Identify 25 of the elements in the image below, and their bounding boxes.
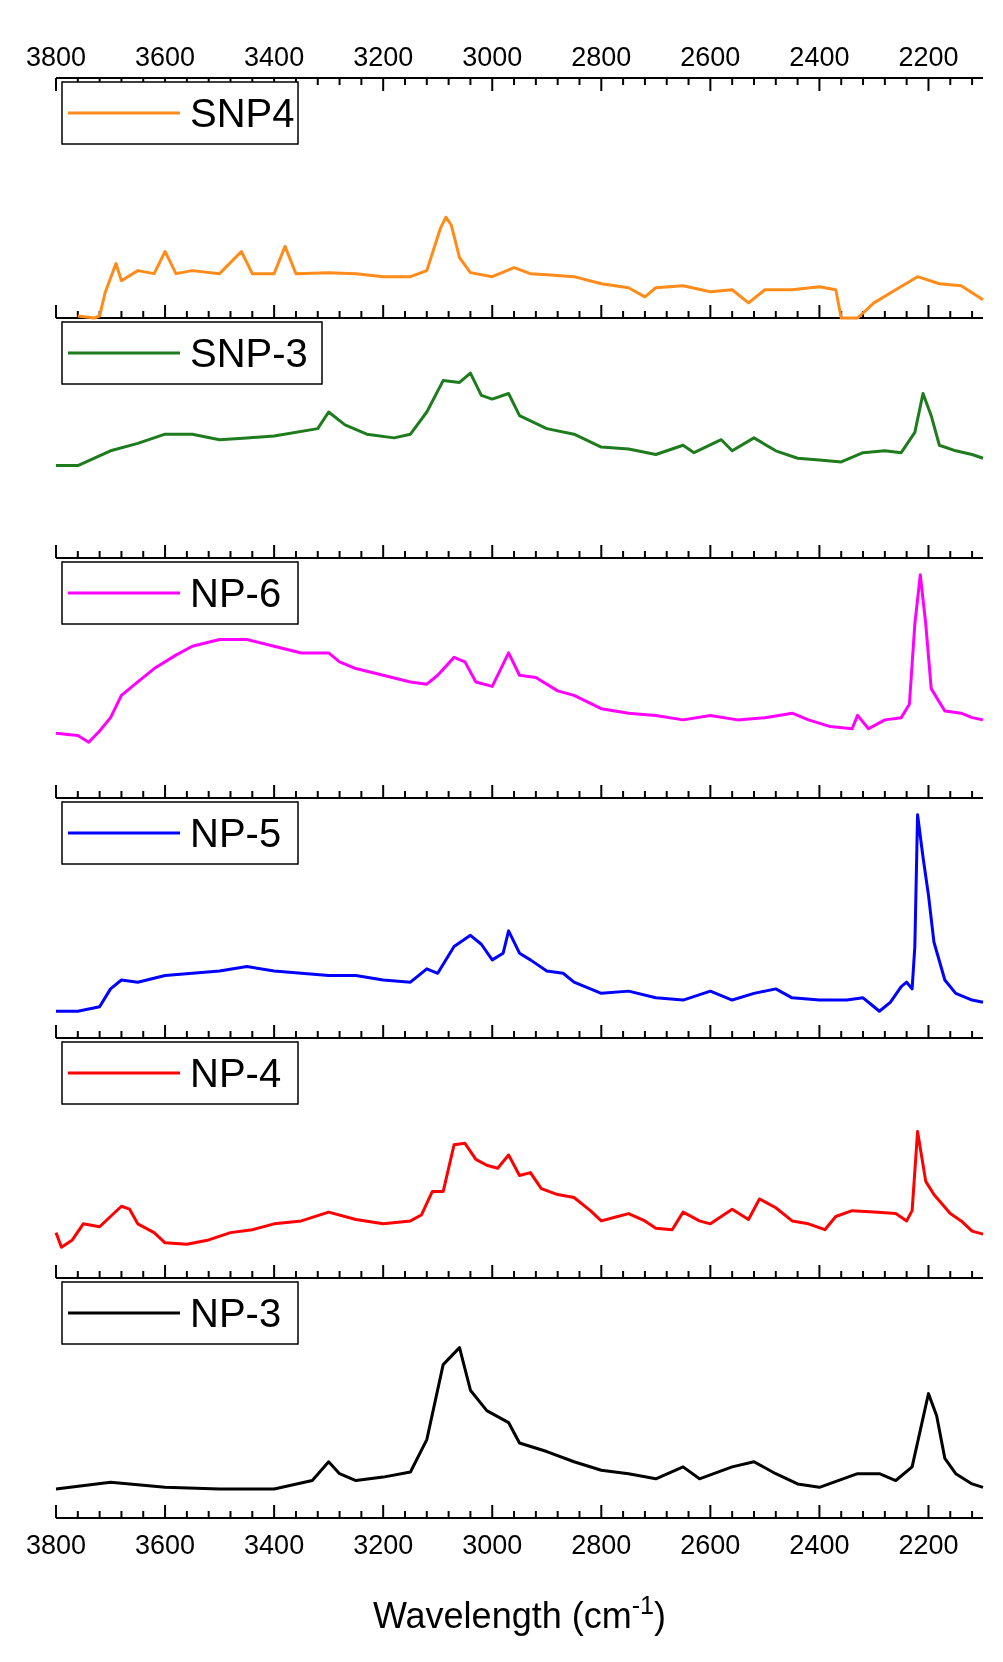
x-tick-label: 3000 xyxy=(462,42,523,72)
x-tick-label: 2400 xyxy=(789,1530,850,1560)
legend-label: NP-6 xyxy=(190,571,282,615)
x-tick-label: 3600 xyxy=(135,1530,196,1560)
x-tick-label: 2600 xyxy=(680,42,741,72)
x-tick-label: 3000 xyxy=(462,1530,523,1560)
legend-label: NP-3 xyxy=(190,1291,282,1335)
x-tick-label: 3800 xyxy=(25,42,87,72)
legend-label: SNP4 xyxy=(190,91,295,135)
x-tick-label: 2200 xyxy=(898,1530,959,1560)
x-tick-label: 3400 xyxy=(244,42,305,72)
legend-label: SNP-3 xyxy=(190,331,308,375)
x-axis-title: Wavelength (cm$^{-1}$) xyxy=(372,1591,667,1636)
x-tick-label: 2800 xyxy=(571,42,632,72)
x-tick-label: 2800 xyxy=(571,1530,632,1560)
x-tick-label: 3400 xyxy=(244,1530,305,1560)
x-tick-label: 3800 xyxy=(25,1530,87,1560)
legend-label: NP-4 xyxy=(190,1051,282,1095)
x-tick-label: 2400 xyxy=(789,42,850,72)
x-tick-label: 3600 xyxy=(135,42,196,72)
x-tick-label: 3200 xyxy=(353,1530,414,1560)
legend-label: NP-5 xyxy=(190,811,282,855)
x-tick-label: 3200 xyxy=(353,42,414,72)
x-tick-label: 2200 xyxy=(898,42,959,72)
x-tick-label: 2600 xyxy=(680,1530,741,1560)
